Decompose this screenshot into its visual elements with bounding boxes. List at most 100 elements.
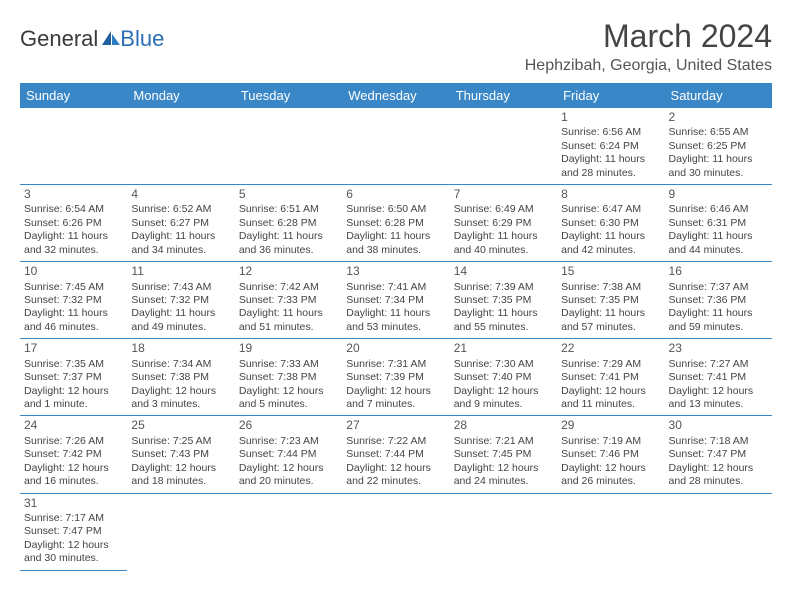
sunrise-text: Sunrise: 6:55 AM [669,126,768,139]
daylight-text: Daylight: 11 hours [24,230,123,243]
sunrise-text: Sunrise: 7:29 AM [561,358,660,371]
daylight-text: Daylight: 11 hours [131,307,230,320]
daylight-text: Daylight: 12 hours [669,385,768,398]
calendar-cell: 4Sunrise: 6:52 AMSunset: 6:27 PMDaylight… [127,185,234,262]
daylight-text: Daylight: 12 hours [346,385,445,398]
calendar-cell: 7Sunrise: 6:49 AMSunset: 6:29 PMDaylight… [450,185,557,262]
calendar-cell: 28Sunrise: 7:21 AMSunset: 7:45 PMDayligh… [450,416,557,493]
daylight-text: and 13 minutes. [669,398,768,411]
daylight-text: Daylight: 12 hours [454,462,553,475]
calendar-cell [342,493,449,570]
sunset-text: Sunset: 7:46 PM [561,448,660,461]
sunrise-text: Sunrise: 7:27 AM [669,358,768,371]
day-number: 4 [131,187,230,202]
daylight-text: and 53 minutes. [346,321,445,334]
calendar-cell: 19Sunrise: 7:33 AMSunset: 7:38 PMDayligh… [235,339,342,416]
calendar-cell: 3Sunrise: 6:54 AMSunset: 6:26 PMDaylight… [20,185,127,262]
sunrise-text: Sunrise: 6:56 AM [561,126,660,139]
daylight-text: Daylight: 12 hours [454,385,553,398]
daylight-text: Daylight: 11 hours [561,230,660,243]
day-header: Tuesday [235,83,342,108]
month-title: March 2024 [525,18,772,55]
calendar-cell: 23Sunrise: 7:27 AMSunset: 7:41 PMDayligh… [665,339,772,416]
daylight-text: and 5 minutes. [239,398,338,411]
sunrise-text: Sunrise: 7:30 AM [454,358,553,371]
sunset-text: Sunset: 6:26 PM [24,217,123,230]
daylight-text: and 9 minutes. [454,398,553,411]
sunset-text: Sunset: 7:32 PM [24,294,123,307]
daylight-text: Daylight: 12 hours [669,462,768,475]
calendar-week-row: 31Sunrise: 7:17 AMSunset: 7:47 PMDayligh… [20,493,772,570]
sunrise-text: Sunrise: 7:23 AM [239,435,338,448]
calendar-cell: 27Sunrise: 7:22 AMSunset: 7:44 PMDayligh… [342,416,449,493]
calendar-cell [20,108,127,185]
day-number: 31 [24,496,123,511]
sunrise-text: Sunrise: 7:26 AM [24,435,123,448]
sunset-text: Sunset: 7:34 PM [346,294,445,307]
sunrise-text: Sunrise: 7:19 AM [561,435,660,448]
day-number: 23 [669,341,768,356]
daylight-text: Daylight: 11 hours [561,307,660,320]
daylight-text: Daylight: 11 hours [346,230,445,243]
calendar-cell [342,108,449,185]
day-header: Monday [127,83,234,108]
day-number: 9 [669,187,768,202]
day-number: 25 [131,418,230,433]
calendar-cell: 12Sunrise: 7:42 AMSunset: 7:33 PMDayligh… [235,262,342,339]
sunrise-text: Sunrise: 6:47 AM [561,203,660,216]
daylight-text: Daylight: 11 hours [131,230,230,243]
calendar-week-row: 10Sunrise: 7:45 AMSunset: 7:32 PMDayligh… [20,262,772,339]
title-block: March 2024 Hephzibah, Georgia, United St… [525,18,772,79]
daylight-text: and 32 minutes. [24,244,123,257]
sunrise-text: Sunrise: 7:37 AM [669,281,768,294]
calendar-cell [127,108,234,185]
logo-text-blue: Blue [120,26,164,52]
day-number: 6 [346,187,445,202]
calendar-week-row: 24Sunrise: 7:26 AMSunset: 7:42 PMDayligh… [20,416,772,493]
calendar-cell: 29Sunrise: 7:19 AMSunset: 7:46 PMDayligh… [557,416,664,493]
sunrise-text: Sunrise: 6:50 AM [346,203,445,216]
calendar-cell [450,493,557,570]
daylight-text: and 24 minutes. [454,475,553,488]
sunrise-text: Sunrise: 7:39 AM [454,281,553,294]
sunset-text: Sunset: 7:42 PM [24,448,123,461]
calendar-cell: 15Sunrise: 7:38 AMSunset: 7:35 PMDayligh… [557,262,664,339]
sunset-text: Sunset: 7:32 PM [131,294,230,307]
daylight-text: Daylight: 12 hours [239,462,338,475]
day-number: 21 [454,341,553,356]
calendar-table: Sunday Monday Tuesday Wednesday Thursday… [20,83,772,571]
sunrise-text: Sunrise: 7:22 AM [346,435,445,448]
day-number: 11 [131,264,230,279]
daylight-text: Daylight: 11 hours [239,307,338,320]
daylight-text: and 7 minutes. [346,398,445,411]
calendar-cell: 22Sunrise: 7:29 AMSunset: 7:41 PMDayligh… [557,339,664,416]
daylight-text: and 49 minutes. [131,321,230,334]
calendar-cell: 1Sunrise: 6:56 AMSunset: 6:24 PMDaylight… [557,108,664,185]
daylight-text: Daylight: 12 hours [131,462,230,475]
daylight-text: Daylight: 11 hours [239,230,338,243]
sunrise-text: Sunrise: 7:25 AM [131,435,230,448]
sunrise-text: Sunrise: 7:34 AM [131,358,230,371]
daylight-text: Daylight: 11 hours [454,307,553,320]
daylight-text: and 36 minutes. [239,244,338,257]
calendar-cell: 31Sunrise: 7:17 AMSunset: 7:47 PMDayligh… [20,493,127,570]
day-header: Sunday [20,83,127,108]
sunrise-text: Sunrise: 6:46 AM [669,203,768,216]
daylight-text: and 57 minutes. [561,321,660,334]
sunset-text: Sunset: 6:28 PM [239,217,338,230]
sunrise-text: Sunrise: 7:45 AM [24,281,123,294]
daylight-text: Daylight: 11 hours [24,307,123,320]
sunset-text: Sunset: 7:35 PM [561,294,660,307]
day-header: Thursday [450,83,557,108]
day-number: 3 [24,187,123,202]
daylight-text: and 3 minutes. [131,398,230,411]
logo-text-general: General [20,26,98,52]
calendar-cell: 20Sunrise: 7:31 AMSunset: 7:39 PMDayligh… [342,339,449,416]
day-number: 27 [346,418,445,433]
calendar-cell: 9Sunrise: 6:46 AMSunset: 6:31 PMDaylight… [665,185,772,262]
daylight-text: Daylight: 12 hours [561,385,660,398]
day-number: 17 [24,341,123,356]
sunset-text: Sunset: 7:33 PM [239,294,338,307]
sunset-text: Sunset: 6:29 PM [454,217,553,230]
daylight-text: and 40 minutes. [454,244,553,257]
